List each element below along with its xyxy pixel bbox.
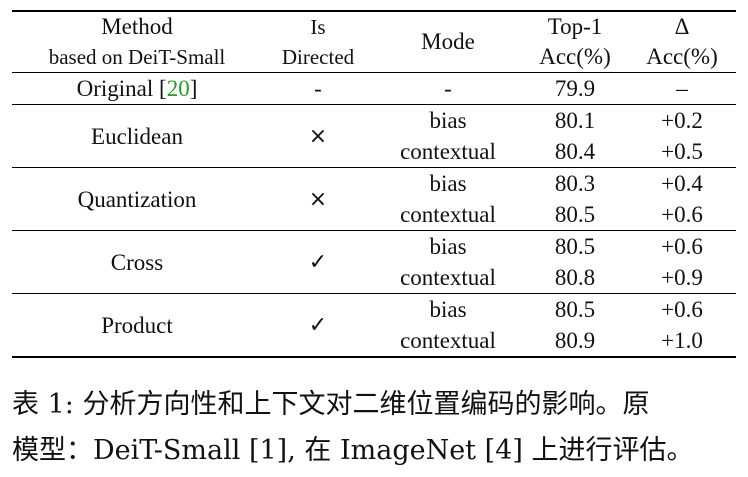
directed-check-icon: ✓	[308, 249, 328, 275]
header-directed-line2: Directed	[281, 45, 355, 69]
table-row: contextual 80.8 +0.9	[12, 262, 736, 294]
original-method-cell: Original [20]	[12, 73, 262, 105]
mode-cell: contextual	[400, 202, 496, 227]
delta-cell: +0.6	[661, 202, 703, 227]
not-directed-icon: ×	[308, 123, 328, 149]
mode-cell: contextual	[400, 328, 496, 353]
header-directed-line1: Is	[310, 15, 326, 39]
method-cross: Cross	[110, 249, 164, 275]
results-table: Method Is Mode Top-1 Δ based on DeiT-Sma…	[12, 10, 736, 358]
table-row: contextual 80.5 +0.6	[12, 199, 736, 231]
table-row: Cross ✓ bias 80.5 +0.6	[12, 230, 736, 275]
original-directed: -	[314, 76, 322, 101]
mode-cell: bias	[429, 297, 467, 322]
table-body: Original [20] - - 79.9 – Euclidean × bia…	[12, 72, 736, 357]
caption-line-1: 表 1: 分析方向性和上下文对二维位置编码的影响。原	[12, 389, 650, 420]
delta-cell: +0.5	[661, 139, 703, 164]
citation-link[interactable]: 20	[166, 76, 190, 101]
method-product: Product	[101, 312, 173, 338]
table-row: Quantization × bias 80.3 +0.4	[12, 167, 736, 212]
mode-cell: bias	[429, 171, 467, 196]
delta-cell: +0.6	[661, 234, 703, 259]
acc-cell: 80.9	[554, 328, 596, 353]
header-delta-line2: Acc(%)	[646, 44, 718, 69]
original-method-label: Original [	[76, 76, 167, 101]
acc-cell: 80.1	[554, 108, 596, 133]
header-top1-line1: Top-1	[547, 14, 603, 39]
header-row-2: based on DeiT-Small Directed Acc(%) Acc(…	[12, 42, 736, 73]
caption-line-2: 模型：DeiT-Small [1], 在 ImageNet [4] 上进行评估。	[12, 435, 694, 466]
method-quantization: Quantization	[77, 186, 197, 212]
original-acc: 79.9	[554, 76, 596, 101]
delta-cell: +1.0	[661, 328, 703, 353]
delta-cell: +0.2	[661, 108, 703, 133]
delta-cell: +0.6	[661, 297, 703, 322]
header-delta-line1: Δ	[674, 14, 690, 39]
acc-cell: 80.5	[554, 234, 596, 259]
mode-cell: contextual	[400, 139, 496, 164]
method-euclidean: Euclidean	[91, 123, 183, 149]
not-directed-icon: ×	[308, 186, 328, 212]
header-row-1: Method Is Mode Top-1 Δ	[12, 11, 736, 54]
table-caption: 表 1: 分析方向性和上下文对二维位置编码的影响。原 模型：DeiT-Small…	[12, 382, 736, 474]
header-method-line1: Method	[101, 14, 173, 39]
header-mode: Mode	[421, 29, 475, 54]
table-header: Method Is Mode Top-1 Δ based on DeiT-Sma…	[12, 11, 736, 73]
header-top1-line2: Acc(%)	[539, 44, 611, 69]
original-method-bracket: ]	[189, 76, 198, 101]
acc-cell: 80.8	[554, 265, 596, 290]
acc-cell: 80.3	[554, 171, 596, 196]
acc-cell: 80.5	[554, 297, 596, 322]
table-row: contextual 80.4 +0.5	[12, 136, 736, 168]
delta-cell: +0.9	[661, 265, 703, 290]
acc-cell: 80.5	[554, 202, 596, 227]
table-row: Euclidean × bias 80.1 +0.2	[12, 104, 736, 149]
acc-cell: 80.4	[554, 139, 596, 164]
table-row-original: Original [20] - - 79.9 –	[12, 72, 736, 105]
results-table-container: Method Is Mode Top-1 Δ based on DeiT-Sma…	[12, 10, 736, 358]
directed-check-icon: ✓	[308, 312, 328, 338]
mode-cell: bias	[429, 108, 467, 133]
table-row: contextual 80.9 +1.0	[12, 325, 736, 357]
mode-cell: contextual	[400, 265, 496, 290]
original-mode: -	[444, 76, 452, 101]
original-delta: –	[676, 76, 688, 101]
mode-cell: bias	[429, 234, 467, 259]
delta-cell: +0.4	[661, 171, 703, 196]
table-row: Product ✓ bias 80.5 +0.6	[12, 293, 736, 338]
header-method-line2: based on DeiT-Small	[48, 45, 226, 69]
